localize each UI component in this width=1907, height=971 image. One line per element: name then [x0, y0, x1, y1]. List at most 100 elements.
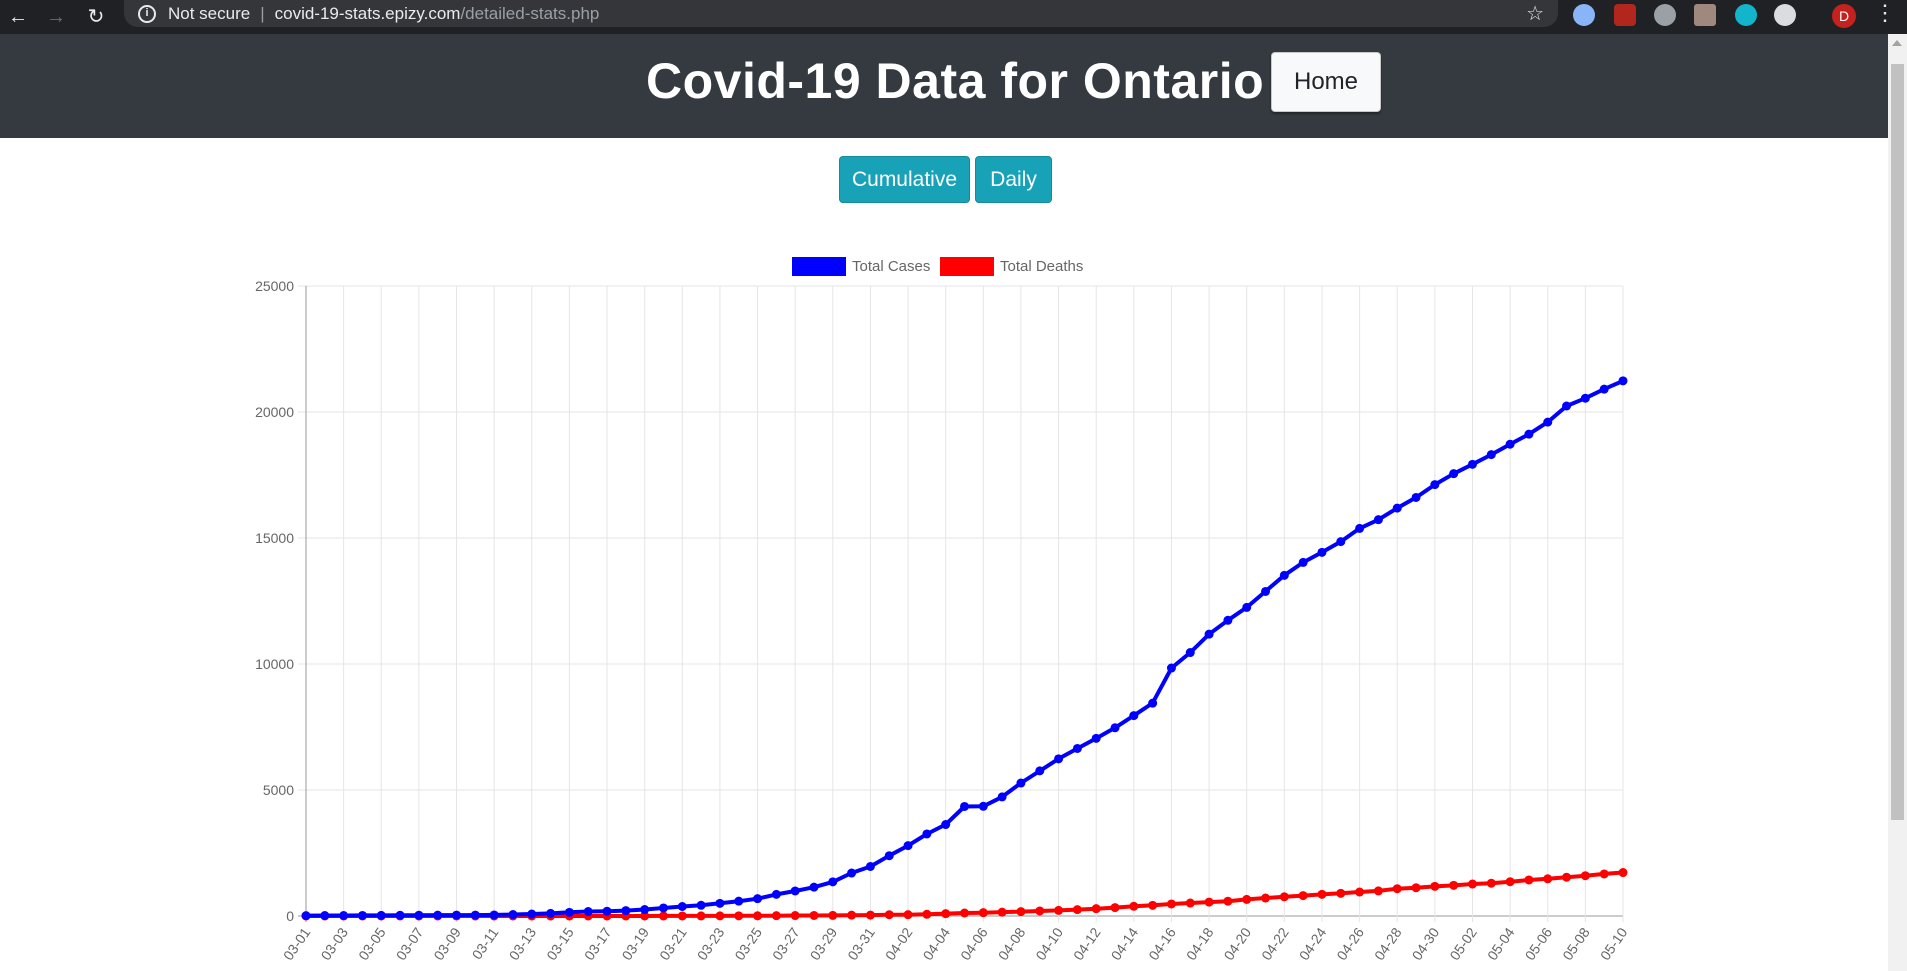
total-deaths-point	[734, 911, 744, 921]
page-header	[0, 34, 1888, 138]
ublock-icon[interactable]	[1614, 4, 1636, 26]
total-cases-point	[1072, 743, 1082, 753]
total-cases-point	[790, 886, 800, 896]
scrollbar-thumb[interactable]	[1891, 64, 1904, 820]
total-deaths-point	[1204, 897, 1214, 907]
eye-extension-icon[interactable]	[1654, 4, 1676, 26]
daily-button[interactable]: Daily	[975, 156, 1052, 203]
total-cases-point	[1054, 754, 1064, 764]
total-deaths-point	[922, 909, 932, 919]
chart-grid	[298, 285, 1624, 922]
total-cases-point	[640, 905, 650, 915]
total-deaths-point	[978, 908, 988, 918]
scroll-up-icon[interactable]	[1892, 40, 1902, 46]
x-tick-label: 04-08	[995, 924, 1029, 963]
x-tick-label: 05-02	[1446, 924, 1480, 963]
url-host: covid-19-stats.epizy.com	[274, 3, 461, 23]
address-separator: |	[260, 3, 265, 23]
browser-toolbar: ← → ↻ i Not secure | covid-19-stats.epiz…	[0, 0, 1907, 34]
total-deaths-point	[1016, 907, 1026, 917]
total-deaths-point	[1054, 905, 1064, 915]
total-cases-point	[696, 900, 706, 910]
x-tick-label: 03-19	[618, 924, 652, 963]
total-deaths-point	[1355, 887, 1365, 897]
x-tick-label: 04-12	[1070, 924, 1104, 963]
profile-avatar[interactable]: D	[1832, 4, 1856, 28]
x-tick-label: 03-25	[731, 924, 765, 963]
total-cases-point	[960, 801, 969, 811]
total-deaths-point	[1392, 884, 1402, 894]
total-deaths-point	[1035, 906, 1045, 916]
x-tick-label: 04-24	[1296, 924, 1330, 963]
total-deaths-point	[1580, 871, 1590, 881]
total-deaths-point	[1486, 878, 1496, 888]
total-deaths-point	[997, 907, 1007, 917]
total-cases-point	[1524, 429, 1534, 439]
total-deaths-point	[753, 911, 763, 921]
address-bar[interactable]: i Not secure | covid-19-stats.epizy.com /…	[124, 0, 1558, 27]
total-cases-point	[357, 910, 367, 920]
total-cases-point	[865, 861, 875, 871]
total-cases-point	[621, 906, 631, 916]
total-deaths-point	[658, 911, 668, 921]
grid-extension-icon[interactable]	[1694, 4, 1716, 26]
m-extension-icon[interactable]	[1735, 4, 1757, 26]
total-deaths-point	[828, 910, 838, 920]
total-cases-point	[734, 896, 744, 906]
browser-menu-icon[interactable]: ⋮	[1874, 0, 1896, 25]
total-cases-point	[771, 889, 781, 899]
total-cases-point	[452, 910, 462, 920]
total-deaths-point	[1373, 886, 1383, 896]
total-cases-point	[1242, 602, 1252, 612]
back-icon[interactable]: ←	[8, 6, 28, 28]
total-deaths-point	[1298, 891, 1308, 901]
x-tick-label: 03-15	[543, 924, 577, 963]
total-cases-point	[1336, 537, 1346, 547]
total-cases-point	[433, 910, 443, 920]
x-tick-label: 04-30	[1409, 924, 1443, 963]
total-deaths-point	[1618, 868, 1628, 878]
total-deaths-point	[884, 910, 894, 920]
total-cases-point	[997, 792, 1007, 802]
x-tick-label: 03-01	[280, 924, 314, 963]
x-tick-label: 04-10	[1032, 924, 1066, 963]
total-deaths-point	[941, 909, 951, 919]
bookmark-star-icon[interactable]: ☆	[1526, 3, 1544, 25]
total-cases-point	[978, 801, 988, 811]
x-tick-label: 03-21	[656, 924, 690, 963]
info-icon[interactable]: i	[138, 4, 156, 23]
total-deaths-point	[1524, 875, 1534, 885]
chart-axes: 0 5000 10000 15000 20000 25000 03-01 03-03 03-05…	[255, 278, 1631, 963]
total-deaths-point	[640, 911, 650, 921]
x-tick-label: 03-05	[355, 924, 389, 963]
x-tick-label: 04-04	[919, 924, 953, 963]
forward-icon[interactable]: →	[46, 6, 66, 28]
total-cases-point	[1562, 401, 1572, 411]
x-tick-label: 04-22	[1258, 924, 1292, 963]
x-tick-label: 04-28	[1371, 924, 1405, 963]
total-deaths-point	[1261, 893, 1271, 903]
total-cases-point	[884, 851, 894, 861]
total-cases-point	[1505, 439, 1515, 449]
extension-icon[interactable]	[1573, 4, 1595, 26]
total-cases-point	[1449, 469, 1459, 479]
total-cases-point	[1411, 492, 1421, 502]
circle-extension-icon[interactable]	[1774, 4, 1796, 26]
home-button[interactable]: Home	[1271, 52, 1381, 112]
total-deaths-point	[960, 908, 969, 918]
total-cases-point	[1129, 711, 1139, 721]
cumulative-button[interactable]: Cumulative	[839, 156, 970, 203]
total-cases-point	[941, 820, 951, 830]
total-cases-point	[1618, 376, 1628, 386]
total-cases-point	[828, 877, 838, 887]
x-tick-label: 03-03	[317, 924, 351, 963]
total-deaths-point	[715, 911, 725, 921]
total-cases-point	[1543, 417, 1553, 427]
total-deaths-point	[1562, 872, 1572, 882]
y-tick-label: 25000	[255, 278, 294, 294]
total-cases-point	[1035, 766, 1045, 776]
x-tick-label: 04-16	[1145, 924, 1179, 963]
reload-icon[interactable]: ↻	[87, 6, 105, 28]
total-deaths-point	[847, 910, 857, 920]
